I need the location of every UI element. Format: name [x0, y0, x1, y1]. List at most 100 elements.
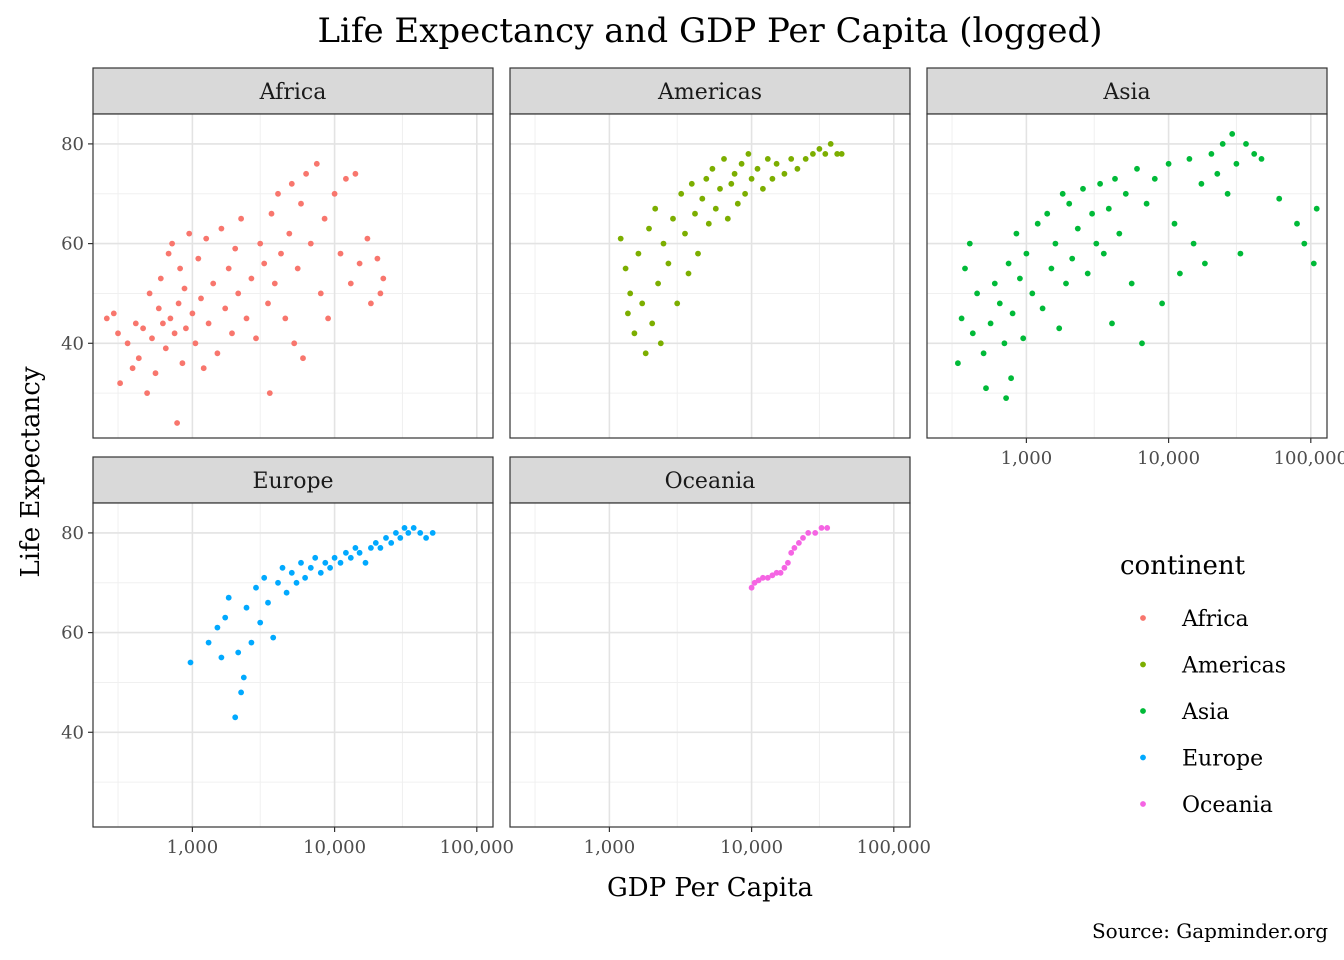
- legend-key-asia: [1140, 708, 1146, 714]
- data-point-africa: [243, 315, 250, 322]
- data-point-africa: [356, 260, 363, 267]
- data-point-africa: [265, 300, 271, 307]
- data-point-oceania: [748, 584, 755, 591]
- data-point-americas: [709, 165, 716, 172]
- data-point-europe: [225, 594, 232, 601]
- data-point-oceania: [764, 574, 771, 581]
- data-point-africa: [129, 365, 136, 372]
- data-point-europe: [356, 549, 363, 556]
- data-point-asia: [1059, 190, 1066, 197]
- data-point-asia: [1294, 220, 1300, 227]
- data-point-asia: [1190, 240, 1197, 247]
- facet-label-africa: Africa: [259, 80, 327, 105]
- data-point-asia: [1044, 210, 1051, 217]
- data-point-asia: [1171, 220, 1178, 227]
- data-point-africa: [200, 365, 207, 372]
- points-europe: [187, 525, 436, 721]
- data-point-asia: [1017, 275, 1023, 282]
- data-point-americas: [764, 156, 771, 162]
- data-point-europe: [429, 530, 436, 536]
- data-point-europe: [337, 559, 344, 566]
- y-axis-title: Life Expectancy: [16, 366, 46, 577]
- data-point-europe: [362, 559, 369, 566]
- legend-key-americas: [1140, 661, 1146, 668]
- data-point-oceania: [818, 525, 825, 531]
- data-point-europe: [307, 564, 314, 571]
- data-point-americas: [674, 300, 681, 307]
- data-point-americas: [822, 151, 829, 157]
- data-point-asia: [966, 240, 973, 247]
- data-point-americas: [631, 330, 638, 337]
- data-point-europe: [232, 714, 239, 721]
- data-point-africa: [218, 225, 225, 232]
- data-point-americas: [810, 151, 816, 157]
- data-point-americas: [731, 170, 738, 177]
- data-point-africa: [135, 355, 142, 362]
- facet-asia: Asia 1,000 10,000 100,000: [926, 67, 1344, 469]
- data-point-asia: [1258, 156, 1265, 162]
- x-tick-label: 1,000: [1001, 448, 1053, 469]
- data-point-americas: [721, 156, 727, 162]
- data-point-africa: [169, 240, 176, 247]
- data-point-africa: [317, 290, 324, 297]
- data-point-africa: [275, 190, 281, 197]
- data-point-asia: [1100, 250, 1107, 257]
- facet-strip-americas: [509, 67, 911, 115]
- data-point-asia: [969, 330, 976, 337]
- facet-label-americas: Americas: [657, 80, 762, 105]
- data-point-asia: [1313, 205, 1320, 212]
- data-point-africa: [286, 230, 293, 237]
- data-point-americas: [657, 340, 664, 347]
- data-point-americas: [692, 210, 698, 217]
- data-point-americas: [670, 215, 676, 222]
- data-point-asia: [1013, 230, 1020, 237]
- data-point-europe: [235, 649, 242, 656]
- data-point-africa: [377, 290, 384, 297]
- y-tick-label: 80: [61, 523, 84, 544]
- data-point-asia: [1243, 141, 1249, 147]
- data-point-asia: [1143, 200, 1150, 207]
- data-point-europe: [238, 689, 245, 696]
- data-point-americas: [646, 225, 652, 232]
- data-point-asia: [1159, 300, 1165, 307]
- panel-border-europe: [92, 502, 494, 828]
- data-point-africa: [282, 315, 289, 322]
- data-point-asia: [1029, 290, 1036, 297]
- legend-key-europe: [1140, 754, 1146, 761]
- data-point-africa: [183, 325, 189, 332]
- y-tick-label: 40: [61, 722, 84, 743]
- data-point-europe: [187, 659, 194, 666]
- data-point-africa: [235, 290, 242, 297]
- data-point-europe: [265, 599, 271, 606]
- x-tick-label: 100,000: [1274, 448, 1344, 469]
- data-point-europe: [270, 634, 277, 641]
- data-point-africa: [149, 335, 155, 342]
- data-point-asia: [1097, 180, 1103, 187]
- data-point-asia: [983, 385, 989, 392]
- legend: continent Africa Americas Asia Europe Oceania: [1120, 551, 1286, 818]
- facet-label-asia: Asia: [1102, 80, 1150, 105]
- legend-key-oceania: [1140, 801, 1146, 807]
- data-point-asia: [1177, 270, 1183, 277]
- panel-background-oceania: [510, 503, 910, 827]
- x-axis-title: GDP Per Capita: [607, 873, 813, 903]
- data-point-africa: [189, 310, 196, 317]
- panel-border-africa: [92, 113, 494, 439]
- data-point-africa: [177, 265, 184, 272]
- data-point-asia: [1020, 335, 1027, 342]
- y-tick-label: 60: [61, 623, 84, 644]
- data-point-europe: [388, 540, 395, 546]
- data-point-europe: [417, 530, 424, 536]
- data-point-americas: [838, 151, 845, 157]
- data-point-americas: [682, 230, 688, 237]
- data-point-africa: [364, 235, 371, 242]
- data-point-asia: [996, 300, 1003, 307]
- data-point-asia: [1219, 141, 1226, 147]
- data-point-asia: [1074, 225, 1081, 232]
- data-point-europe: [372, 540, 379, 546]
- data-point-europe: [343, 549, 349, 556]
- data-point-europe: [288, 569, 295, 576]
- data-point-europe: [383, 535, 389, 541]
- x-tick-label: 100,000: [440, 837, 514, 858]
